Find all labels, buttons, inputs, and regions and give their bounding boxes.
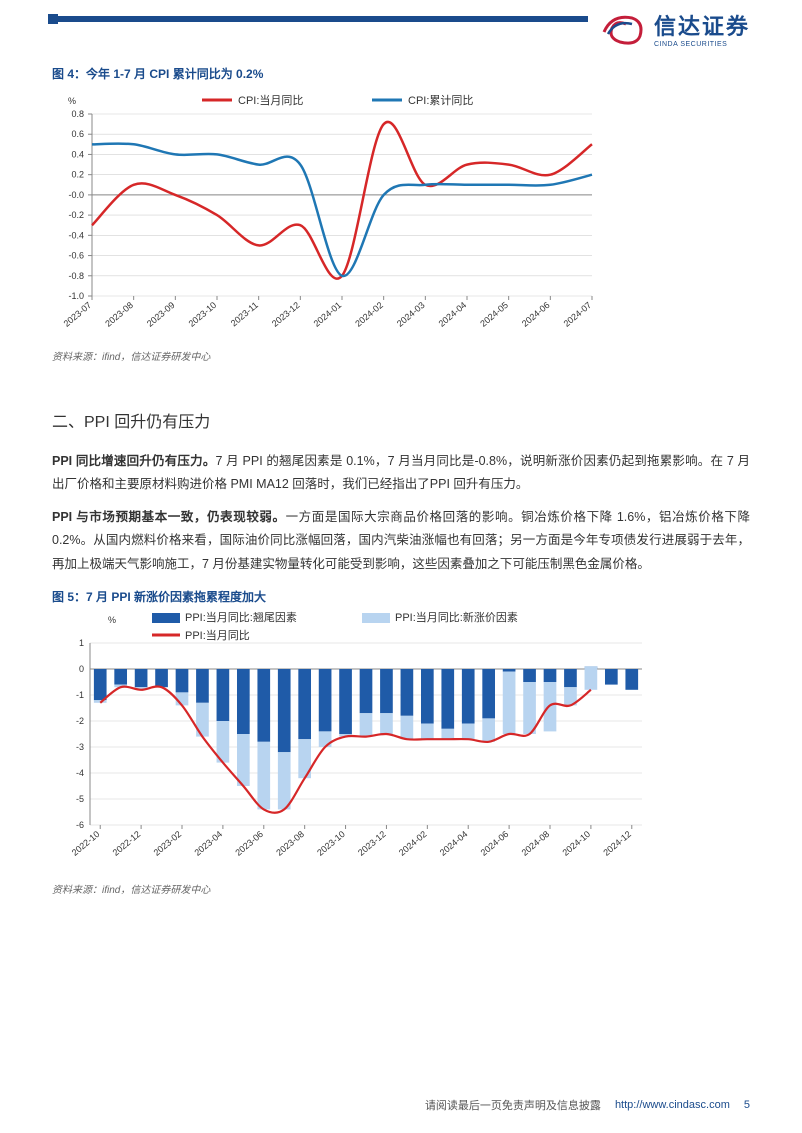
page-footer: 请阅读最后一页免责声明及信息披露 http://www.cindasc.com …: [52, 1097, 750, 1113]
svg-text:2024-10: 2024-10: [560, 828, 592, 857]
svg-text:2024-04: 2024-04: [438, 828, 470, 857]
svg-text:%: %: [108, 615, 116, 625]
svg-text:2023-06: 2023-06: [233, 828, 265, 857]
svg-text:%: %: [68, 96, 76, 106]
svg-text:-2: -2: [76, 716, 84, 726]
svg-text:2023-12: 2023-12: [270, 300, 302, 329]
svg-text:2024-12: 2024-12: [601, 828, 633, 857]
svg-text:0.8: 0.8: [71, 109, 84, 119]
svg-text:0: 0: [79, 664, 84, 674]
page-number: 5: [744, 1099, 750, 1111]
svg-text:-0.8: -0.8: [68, 271, 84, 281]
svg-text:2024-02: 2024-02: [353, 300, 385, 329]
figure-5-source: 资料来源：ifind，信达证券研发中心: [52, 881, 750, 896]
svg-text:-5: -5: [76, 794, 84, 804]
svg-text:2024-06: 2024-06: [520, 300, 552, 329]
svg-text:-0.4: -0.4: [68, 230, 84, 240]
svg-text:2023-04: 2023-04: [192, 828, 224, 857]
svg-text:2023-10: 2023-10: [315, 828, 347, 857]
svg-text:2024-03: 2024-03: [395, 300, 427, 329]
svg-text:2024-05: 2024-05: [478, 300, 510, 329]
svg-text:2023-08: 2023-08: [274, 828, 306, 857]
svg-text:0.6: 0.6: [71, 129, 84, 139]
svg-text:2024-04: 2024-04: [437, 300, 469, 329]
svg-text:2023-10: 2023-10: [187, 300, 219, 329]
logo-swirl-icon: [598, 8, 646, 48]
svg-text:2023-09: 2023-09: [145, 300, 177, 329]
svg-text:2022-10: 2022-10: [70, 828, 102, 857]
svg-text:2023-11: 2023-11: [229, 300, 260, 328]
svg-text:PPI:当月同比: PPI:当月同比: [185, 628, 250, 642]
svg-text:0.4: 0.4: [71, 149, 84, 159]
svg-text:2024-08: 2024-08: [520, 828, 552, 857]
svg-text:2024-07: 2024-07: [562, 300, 594, 329]
svg-text:2023-12: 2023-12: [356, 828, 388, 857]
figure-4-chart: % CPI:当月同比 CPI:累计同比 -1.0 -0.8 -0.6 -0.4 -0.2 -0.…: [52, 86, 612, 346]
p2-bold: PPI 与市场预期基本一致，仍表现较弱。: [52, 510, 286, 524]
svg-text:2023-07: 2023-07: [62, 300, 94, 329]
figure-4-title: 图 4：今年 1-7 月 CPI 累计同比为 0.2%: [52, 65, 750, 82]
svg-text:2022-12: 2022-12: [111, 828, 143, 857]
svg-text:-4: -4: [76, 768, 84, 778]
figure-4-source: 资料来源：ifind，信达证券研发中心: [52, 348, 750, 363]
section-2-title: 二、PPI 回升仍有压力: [52, 408, 750, 432]
svg-text:CPI:累计同比: CPI:累计同比: [408, 94, 473, 107]
svg-text:PPI:当月同比:新涨价因素: PPI:当月同比:新涨价因素: [395, 610, 518, 624]
figure-5-title: 图 5：7 月 PPI 新涨价因素拖累程度加大: [52, 588, 750, 605]
svg-text:2024-01: 2024-01: [312, 300, 344, 329]
svg-text:2023-02: 2023-02: [152, 828, 184, 857]
svg-text:-1.0: -1.0: [68, 291, 84, 301]
svg-text:-6: -6: [76, 820, 84, 830]
svg-text:0.2: 0.2: [71, 170, 84, 180]
logo-en-text: CINDA SECURITIES: [654, 41, 750, 48]
svg-text:1: 1: [79, 638, 84, 648]
svg-text:-1: -1: [76, 690, 84, 700]
svg-text:-0.0: -0.0: [68, 190, 84, 200]
figure-5-block: 图 5：7 月 PPI 新涨价因素拖累程度加大 % PPI:当月同比:翘尾因素 PP…: [52, 588, 750, 896]
section-2-para-2: PPI 与市场预期基本一致，仍表现较弱。一方面是国际大宗商品价格回落的影响。铜冶…: [52, 506, 750, 575]
figure-4-block: 图 4：今年 1-7 月 CPI 累计同比为 0.2% % CPI:当月同比 CPI…: [52, 65, 750, 363]
svg-text:-0.2: -0.2: [68, 210, 84, 220]
section-2-para-1: PPI 同比增速回升仍有压力。7 月 PPI 的翘尾因素是 0.1%，7 月当月…: [52, 450, 750, 496]
svg-text:2024-02: 2024-02: [397, 828, 429, 857]
svg-text:-0.6: -0.6: [68, 251, 84, 261]
svg-text:-3: -3: [76, 742, 84, 752]
svg-text:CPI:当月同比: CPI:当月同比: [238, 93, 303, 107]
svg-text:PPI:当月同比:翘尾因素: PPI:当月同比:翘尾因素: [185, 610, 297, 624]
company-logo: 信达证券 CINDA SECURITIES: [588, 8, 750, 48]
svg-text:2023-08: 2023-08: [103, 300, 135, 329]
svg-text:2024-06: 2024-06: [479, 828, 511, 857]
footer-disclaimer: 请阅读最后一页免责声明及信息披露: [425, 1097, 601, 1113]
figure-5-chart: % PPI:当月同比:翘尾因素 PPI:当月同比:新涨价因素 PPI:当月同比 -6 -5…: [52, 609, 652, 879]
p1-bold: PPI 同比增速回升仍有压力。: [52, 454, 216, 468]
footer-url: http://www.cindasc.com: [615, 1099, 730, 1111]
logo-cn-text: 信达证券: [654, 9, 750, 41]
